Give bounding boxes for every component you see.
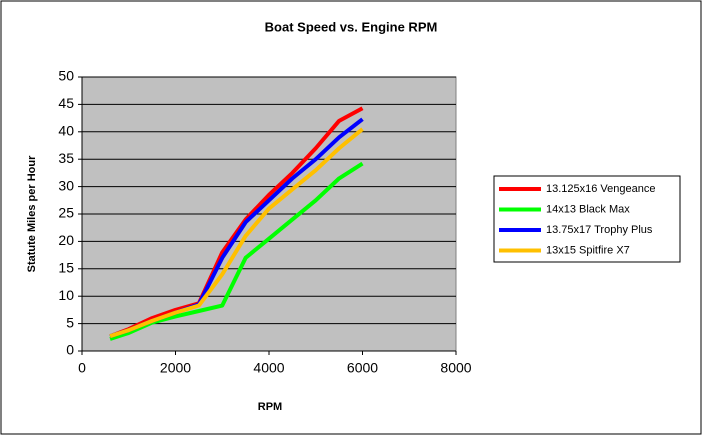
x-axis-label: RPM <box>258 401 282 413</box>
y-tick-label: 10 <box>58 287 74 303</box>
series-line <box>109 127 364 339</box>
legend-label: 13.125x16 Vengeance <box>546 183 656 195</box>
y-tick-label: 50 <box>58 68 74 84</box>
y-tick-label: 0 <box>66 342 74 358</box>
y-axis-label: Statute Miles per Hour <box>26 155 38 272</box>
y-tick-label: 40 <box>58 123 74 139</box>
x-tick-label: 2000 <box>160 360 191 376</box>
y-tick-label: 15 <box>58 260 74 276</box>
chart-title: Boat Speed vs. Engine RPM <box>265 19 438 34</box>
y-tick-label: 20 <box>58 232 74 248</box>
y-tick-label: 25 <box>58 205 74 221</box>
y-tick-label: 30 <box>58 177 74 193</box>
series-line <box>109 106 364 339</box>
legend-label: 14x13 Black Max <box>546 203 630 215</box>
x-tick-label: 8000 <box>440 360 471 376</box>
x-tick-label: 0 <box>78 360 86 376</box>
y-tick-label: 5 <box>66 314 74 330</box>
y-tick-label: 45 <box>58 95 74 111</box>
legend-label: 13.75x17 Trophy Plus <box>546 224 653 236</box>
legend-label: 13x15 Spitfire X7 <box>546 244 630 256</box>
x-tick-label: 6000 <box>347 360 378 376</box>
x-tick-label: 4000 <box>253 360 284 376</box>
y-tick-label: 35 <box>58 150 74 166</box>
